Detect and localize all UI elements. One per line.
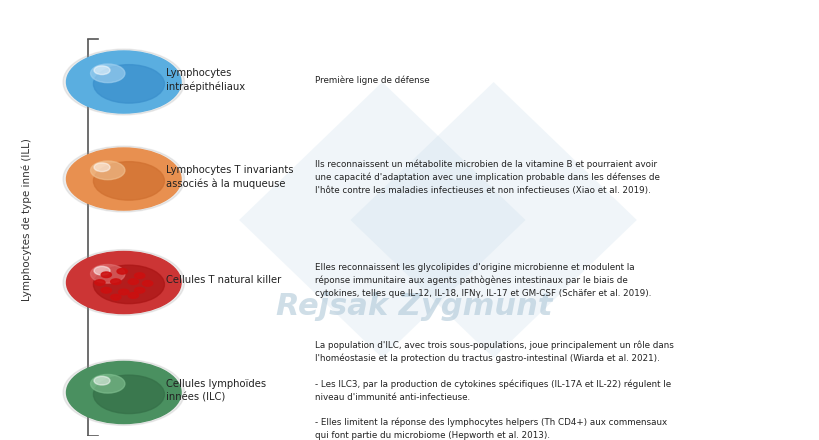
Polygon shape xyxy=(239,82,525,358)
Text: Rejsak Zygmunt: Rejsak Zygmunt xyxy=(275,292,552,321)
Circle shape xyxy=(93,161,165,200)
Circle shape xyxy=(93,265,165,304)
Circle shape xyxy=(90,374,124,393)
Text: Lymphocytes T invariants
associés à la muqueuse: Lymphocytes T invariants associés à la m… xyxy=(165,165,293,189)
Circle shape xyxy=(63,359,184,425)
Circle shape xyxy=(63,146,184,212)
Circle shape xyxy=(93,375,165,414)
Circle shape xyxy=(94,376,110,385)
Circle shape xyxy=(66,51,181,113)
Circle shape xyxy=(117,268,127,274)
Circle shape xyxy=(119,289,129,295)
Text: Ils reconnaissent un métabolite microbien de la vitamine B et pourraient avoir
u: Ils reconnaissent un métabolite microbie… xyxy=(314,159,658,194)
Circle shape xyxy=(66,252,181,314)
Circle shape xyxy=(66,148,181,210)
Circle shape xyxy=(134,273,145,279)
Circle shape xyxy=(143,281,152,286)
Circle shape xyxy=(94,163,110,172)
Text: Cellules T natural killer: Cellules T natural killer xyxy=(165,275,281,286)
Circle shape xyxy=(90,64,124,83)
Circle shape xyxy=(90,161,124,180)
Circle shape xyxy=(66,361,181,424)
Text: Première ligne de défense: Première ligne de défense xyxy=(314,75,429,84)
Circle shape xyxy=(94,66,110,74)
Text: Elles reconnaissent les glycolipides d'origine microbienne et modulent la
répons: Elles reconnaissent les glycolipides d'o… xyxy=(314,263,650,298)
Circle shape xyxy=(63,49,184,115)
Circle shape xyxy=(111,279,121,284)
Circle shape xyxy=(134,287,145,293)
Circle shape xyxy=(128,279,138,284)
Circle shape xyxy=(128,293,138,298)
Polygon shape xyxy=(350,82,636,358)
Circle shape xyxy=(101,287,111,293)
Circle shape xyxy=(93,65,165,103)
Text: Lymphocytes de type inné (ILL): Lymphocytes de type inné (ILL) xyxy=(21,139,32,301)
Circle shape xyxy=(101,272,111,278)
Circle shape xyxy=(90,264,124,283)
Text: Cellules lymphoïdes
innées (ILC): Cellules lymphoïdes innées (ILC) xyxy=(165,378,265,402)
Circle shape xyxy=(94,266,110,275)
Circle shape xyxy=(63,249,184,315)
Circle shape xyxy=(111,294,121,300)
Circle shape xyxy=(95,280,105,285)
Text: Lymphocytes
intraépithéliaux: Lymphocytes intraépithéliaux xyxy=(165,68,245,92)
Text: La population d'ILC, avec trois sous-populations, joue principalement un rôle da: La population d'ILC, avec trois sous-pop… xyxy=(314,341,672,440)
